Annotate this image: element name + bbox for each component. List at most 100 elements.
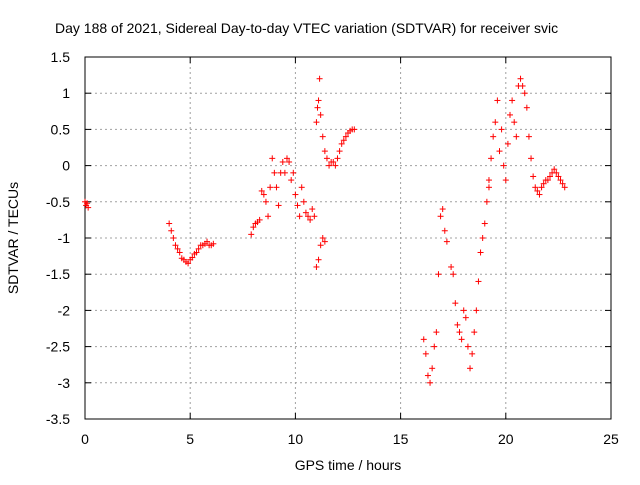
data-point (422, 350, 429, 357)
data-point (317, 242, 324, 249)
data-point (300, 198, 307, 205)
data-point (443, 238, 450, 245)
data-point (441, 227, 448, 234)
data-point (189, 254, 196, 261)
data-point (307, 216, 314, 223)
data-point (532, 184, 539, 191)
data-points (82, 75, 568, 386)
data-point (351, 126, 358, 133)
x-tick-label: 15 (393, 431, 409, 447)
data-point (338, 140, 345, 147)
y-tick-label: 1 (62, 85, 70, 101)
data-point (314, 104, 321, 111)
data-point (481, 220, 488, 227)
data-point (193, 249, 200, 256)
x-tick-label: 0 (81, 431, 89, 447)
x-axis-title: GPS time / hours (295, 457, 402, 473)
data-point (485, 184, 492, 191)
data-point (557, 177, 564, 184)
data-point (517, 75, 524, 82)
data-point (288, 177, 295, 184)
data-point (84, 200, 91, 207)
data-point (509, 97, 516, 104)
x-tick-label: 5 (186, 431, 194, 447)
data-point (504, 140, 511, 147)
data-point (269, 155, 276, 162)
data-point (332, 162, 339, 169)
data-point (454, 321, 461, 328)
data-point (513, 133, 520, 140)
data-point (170, 235, 177, 241)
data-point (256, 216, 263, 223)
data-point (485, 177, 492, 184)
y-tick-label: -3.5 (46, 411, 70, 427)
data-point (336, 148, 343, 155)
data-point (492, 119, 499, 126)
data-point (475, 278, 482, 285)
data-point (439, 206, 446, 213)
y-tick-label: -1 (58, 230, 71, 246)
data-point (316, 75, 323, 82)
data-point (431, 343, 438, 350)
data-point (267, 184, 274, 191)
data-point (528, 155, 535, 162)
x-tick-label: 10 (288, 431, 304, 447)
data-point (166, 220, 173, 227)
data-point (85, 204, 92, 211)
y-tick-label: 0.5 (51, 121, 71, 137)
x-tick-label: 20 (498, 431, 514, 447)
data-point (555, 173, 562, 180)
data-point (490, 133, 497, 140)
data-point (473, 307, 480, 314)
data-point (311, 213, 318, 220)
data-point (530, 173, 537, 180)
y-tick-label: -2 (58, 302, 71, 318)
data-point (309, 206, 316, 213)
data-point (540, 180, 547, 187)
data-point (488, 155, 495, 162)
data-point (260, 191, 267, 198)
data-point (294, 202, 301, 209)
data-point (319, 235, 326, 241)
data-point (460, 307, 467, 314)
data-point (511, 119, 518, 126)
x-tick-label: 25 (603, 431, 619, 447)
data-point (330, 158, 337, 165)
data-point (507, 111, 514, 118)
y-tick-label: -1.5 (46, 266, 70, 282)
data-point (427, 379, 434, 386)
data-point (168, 227, 175, 234)
data-point (424, 372, 431, 379)
data-point (283, 155, 290, 162)
data-point (290, 169, 297, 176)
data-point (334, 155, 341, 162)
data-point (298, 184, 305, 191)
data-point (502, 177, 509, 184)
data-point (494, 97, 501, 104)
data-point (467, 365, 474, 372)
data-point (536, 191, 543, 198)
data-point (433, 329, 440, 336)
plot-frame (84, 56, 612, 420)
data-point (286, 158, 293, 165)
data-point (305, 213, 312, 220)
data-point (340, 137, 347, 144)
y-tick-label: -0.5 (46, 194, 70, 210)
data-point (523, 104, 530, 111)
data-point (450, 271, 457, 278)
data-point (258, 187, 265, 194)
data-point (250, 224, 257, 231)
data-point (521, 90, 528, 97)
data-point (437, 213, 444, 220)
data-point (172, 242, 179, 249)
data-point (471, 329, 478, 336)
data-point (456, 329, 463, 336)
data-point (296, 213, 303, 220)
data-point (248, 231, 255, 238)
y-tick-label: 0 (62, 158, 70, 174)
y-tick-label: -3 (58, 375, 71, 391)
data-point (321, 148, 328, 155)
data-point (313, 119, 320, 126)
